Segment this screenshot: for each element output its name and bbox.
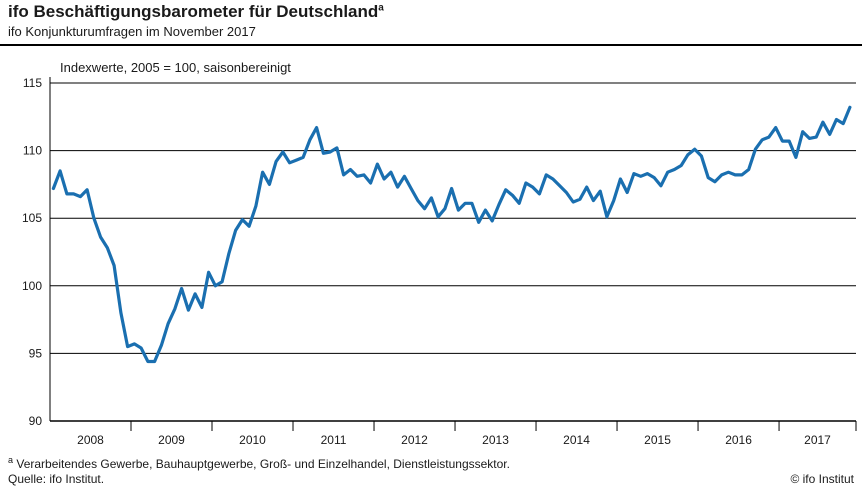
x-tick-label: 2014 [563, 433, 590, 447]
y-tick-label: 95 [29, 346, 43, 360]
x-tick-label: 2009 [158, 433, 185, 447]
y-tick-label: 110 [23, 144, 42, 158]
y-tick-label: 90 [29, 414, 43, 428]
copyright-note: © ifo Institut [790, 472, 854, 486]
x-tick-label: 2012 [401, 433, 428, 447]
y-tick-label: 100 [22, 279, 42, 293]
x-tick-label: 2008 [77, 433, 104, 447]
y-tick-label: 115 [23, 76, 42, 90]
title-text: ifo Beschäftigungsbarometer für Deutschl… [8, 2, 379, 21]
source-note: Quelle: ifo Institut. [8, 472, 105, 486]
x-tick-label: 2016 [725, 433, 752, 447]
grid-layer [50, 82, 856, 422]
unit-note: Indexwerte, 2005 = 100, saisonbereinigt [60, 60, 291, 75]
y-tick-label: 105 [22, 211, 42, 225]
footnote-marker: a [8, 455, 14, 465]
x-tick-label: 2015 [644, 433, 671, 447]
x-tick-label: 2011 [321, 433, 347, 447]
header-rule [0, 44, 862, 46]
title-footnote-marker: a [378, 2, 384, 14]
footnote: a Verarbeitendes Gewerbe, Bauhauptgewerb… [8, 455, 510, 471]
page-subtitle: ifo Konjunkturumfragen im November 2017 [8, 24, 256, 39]
series-line-0 [51, 105, 852, 364]
x-tick-label: 2017 [804, 433, 831, 447]
series-layer [51, 105, 852, 364]
x-tick-label: 2013 [482, 433, 509, 447]
x-tick-label: 2010 [239, 433, 266, 447]
footnote-text: Verarbeitendes Gewerbe, Bauhauptgewerbe,… [13, 457, 510, 471]
axis-layer: 90 95 100 105 110 115 2008 2009 2010 2011 2012 2013… [22, 76, 857, 447]
page-title: ifo Beschäftigungsbarometer für Deutschl… [8, 2, 384, 22]
